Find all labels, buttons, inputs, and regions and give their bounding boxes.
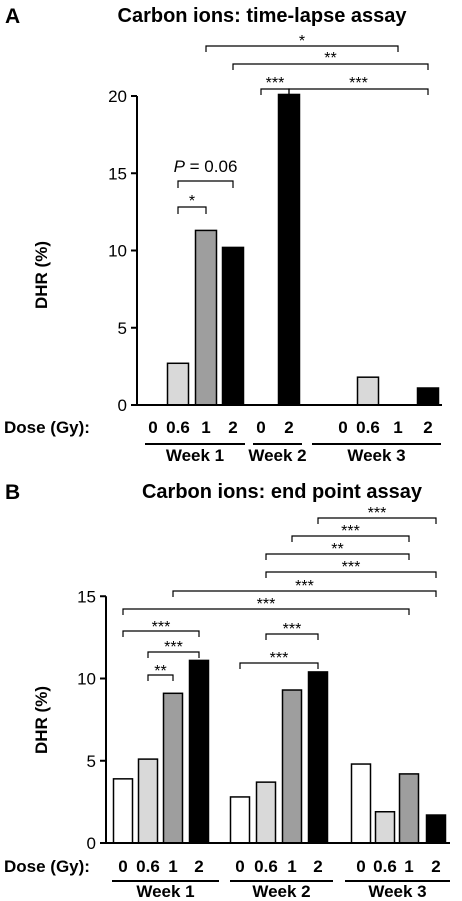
panel-a-sig-label: *** — [349, 75, 368, 92]
panel-b-bar — [425, 814, 447, 844]
panel-a-dose-label: 1 — [393, 418, 402, 437]
panel-b-bar — [398, 773, 420, 844]
panel-b-dose-label: 0.6 — [373, 857, 397, 876]
panel-b-sig-bracket — [265, 571, 437, 578]
panel-b-bar — [162, 692, 184, 844]
panel-b-bar — [307, 671, 329, 844]
panel-b-dose-label: 1 — [404, 857, 413, 876]
panel-a-week-label: Week 3 — [347, 446, 405, 465]
panel-b-dose-label: 2 — [431, 857, 440, 876]
panel-b-dose-label: 2 — [313, 857, 322, 876]
panel-a-bar — [416, 387, 440, 406]
panel-a-dose-label: 0 — [338, 418, 347, 437]
panel-a-sig-label: ** — [324, 50, 336, 67]
panel-b-sig-bracket — [147, 674, 174, 681]
panel-b-letter: B — [5, 481, 20, 504]
panel-b-sig-bracket — [291, 535, 410, 542]
panel-a-bar — [221, 246, 245, 406]
panel-a-y-tick-label: 5 — [118, 319, 127, 338]
panel-a-bar — [166, 362, 190, 406]
panel-a-sig-label: * — [189, 193, 195, 210]
panel-a-dose-label: 0 — [148, 418, 157, 437]
panel-b-sig-bracket — [122, 630, 200, 637]
panel-b-dose-label: 1 — [168, 857, 177, 876]
panel-a-dose-label: 0 — [256, 418, 265, 437]
panel-b-y-label: DHR (%) — [32, 686, 51, 754]
panel-b-week-label: Week 2 — [252, 882, 310, 901]
panel-a-y-tick-label: 15 — [108, 164, 127, 183]
panel-b-sig-bracket — [147, 651, 200, 658]
panel-b-sig-bracket — [317, 517, 437, 524]
panel-b-dose-label: 1 — [287, 857, 296, 876]
panel-b-sig-label: *** — [164, 639, 183, 656]
panel-b-bar — [137, 758, 159, 844]
panel-a-bar — [194, 229, 218, 406]
panel-b-sig-label: *** — [283, 621, 302, 638]
panel-a-dose-label: 2 — [284, 418, 293, 437]
panel-b-dose-label: 0.6 — [136, 857, 160, 876]
panel-a-y-tick-label: 10 — [108, 242, 127, 261]
panel-a-y-tick-label: 0 — [118, 396, 127, 415]
panel-b-week-label: Week 1 — [136, 882, 194, 901]
panel-a-week-label: Week 2 — [248, 446, 306, 465]
panel-a-letter: A — [5, 5, 20, 28]
panel-a-y-tick-label: 20 — [108, 87, 127, 106]
panel-a-sig-bracket — [205, 45, 399, 52]
panel-a-week-label: Week 1 — [166, 446, 224, 465]
panel-a-dose-label: 0.6 — [356, 418, 380, 437]
panel-b-bar — [281, 689, 303, 844]
panel-b-y-tick-label: 10 — [77, 670, 96, 689]
panel-b-sig-bracket — [265, 553, 410, 560]
panel-b-sig-label: *** — [270, 650, 289, 667]
panel-b-dose-axis-label: Dose (Gy): — [4, 857, 90, 876]
panel-b-bar — [229, 796, 251, 844]
panel-b-dose-label: 0 — [356, 857, 365, 876]
panel-a-dose-label: 2 — [423, 418, 432, 437]
panel-b-bar — [374, 810, 396, 844]
panel-b-dose-label: 0 — [118, 857, 127, 876]
panel-a-dose-label: 0.6 — [166, 418, 190, 437]
panel-b-sig-label: ** — [331, 541, 343, 558]
panel-b-bar — [188, 659, 210, 844]
panel-a-y-label: DHR (%) — [32, 241, 51, 309]
panel-a-dose-axis-label: Dose (Gy): — [4, 418, 90, 437]
panel-b-y-tick-label: 5 — [87, 752, 96, 771]
panel-b-sig-bracket — [239, 662, 319, 669]
panel-b-y-tick-label: 15 — [77, 587, 96, 606]
panel-a-sig-label: * — [299, 33, 305, 50]
panel-a-bar — [356, 376, 380, 406]
panel-a-dose-label: 2 — [228, 418, 237, 437]
panel-b-bar — [350, 763, 372, 844]
panel-b-dose-label: 0 — [235, 857, 244, 876]
panel-b-bar — [255, 781, 277, 844]
panel-a-sig-bracket — [177, 206, 207, 214]
panel-a-dose-label: 1 — [201, 418, 210, 437]
panel-b-y-tick-label: 0 — [87, 834, 96, 853]
panel-b-dose-label: 2 — [194, 857, 203, 876]
panel-a-p-value: P = 0.06 — [174, 157, 238, 176]
panel-a-sig-bracket — [288, 88, 429, 95]
panel-b-sig-label: *** — [152, 619, 171, 636]
panel-b-sig-label: *** — [342, 559, 361, 576]
panel-a-title: Carbon ions: time-lapse assay — [118, 5, 408, 27]
panel-a-sig-bracket — [177, 180, 234, 188]
panel-a-sig-bracket — [232, 63, 429, 70]
panel-b-sig-label: *** — [341, 523, 360, 540]
panel-b-sig-bracket — [172, 590, 437, 597]
panel-b-sig-bracket — [265, 633, 319, 640]
panel-b-dose-label: 0.6 — [254, 857, 278, 876]
panel-b-sig-label: ** — [154, 663, 166, 680]
panel-a-sig-label: *** — [266, 75, 285, 92]
panel-b-bar — [112, 778, 134, 844]
panel-b-week-label: Week 3 — [368, 882, 426, 901]
panel-b-sig-bracket — [122, 608, 410, 615]
panel-b-sig-label: *** — [257, 596, 276, 613]
panel-b-sig-label: *** — [295, 578, 314, 595]
panel-b-sig-label: *** — [368, 505, 387, 522]
panel-a-bar — [277, 93, 301, 406]
panel-b-title: Carbon ions: end point assay — [142, 481, 423, 503]
